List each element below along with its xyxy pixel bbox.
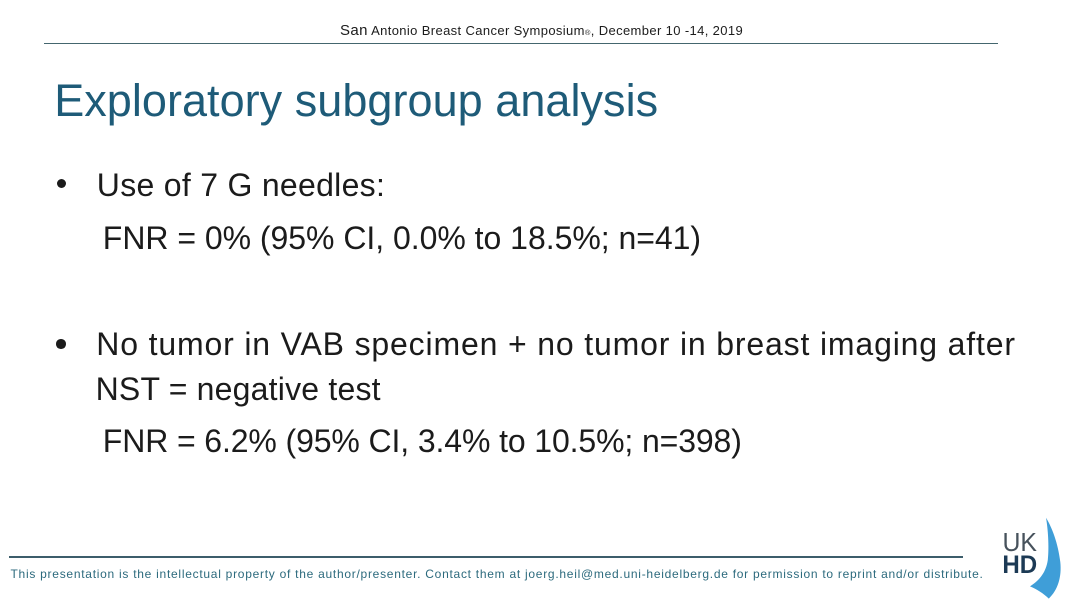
svg-text:HD: HD xyxy=(1002,551,1037,579)
svg-text:UK: UK xyxy=(1003,527,1038,557)
